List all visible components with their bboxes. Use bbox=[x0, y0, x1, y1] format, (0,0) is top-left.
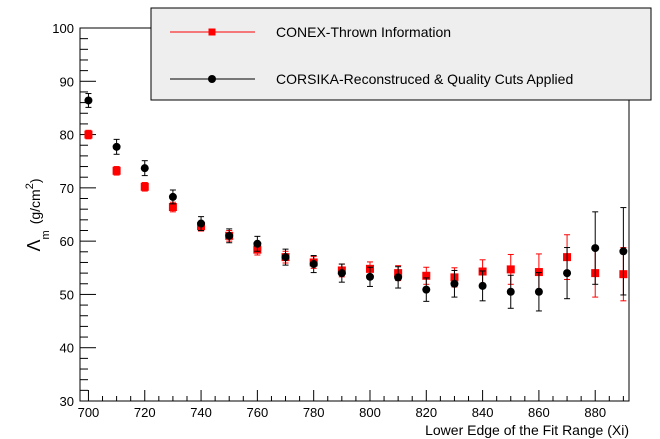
data-point-circle bbox=[225, 231, 234, 240]
x-tick-label: 700 bbox=[78, 405, 100, 420]
data-point-circle bbox=[337, 269, 346, 278]
data-point-circle bbox=[365, 272, 374, 281]
data-point-circle bbox=[197, 219, 206, 228]
axis-ticks bbox=[80, 27, 624, 402]
legend-marker-corsika bbox=[208, 75, 216, 83]
x-tick-label: 740 bbox=[190, 405, 212, 420]
x-tick-label: 720 bbox=[134, 405, 156, 420]
data-point-circle bbox=[140, 164, 149, 173]
data-point-square bbox=[506, 265, 515, 274]
data-point-circle bbox=[84, 96, 93, 105]
x-tick-label: 840 bbox=[472, 405, 494, 420]
tick-labels: 700 720 740 760 780 800 820 840 860 880 30 40 50 60 70… bbox=[52, 21, 606, 420]
y-axis-unit-close: ) bbox=[27, 179, 43, 184]
y-tick-label: 60 bbox=[60, 234, 74, 249]
legend-box bbox=[150, 7, 652, 101]
data-point-square bbox=[168, 203, 177, 212]
series-0 bbox=[84, 129, 628, 302]
y-tick-label: 70 bbox=[60, 181, 74, 196]
legend-label-corsika: CORSIKA-Reconstruced & Quality Cuts Appl… bbox=[276, 71, 573, 87]
data-point-circle bbox=[534, 287, 543, 296]
data-point-square bbox=[140, 182, 149, 191]
data-point-square bbox=[112, 166, 121, 175]
data-marks bbox=[84, 93, 628, 312]
data-point-square bbox=[84, 130, 93, 139]
data-point-circle bbox=[394, 273, 403, 282]
x-tick-label: 860 bbox=[528, 405, 550, 420]
y-axis-unit-open: (g/cm bbox=[27, 189, 43, 224]
y-tick-label: 30 bbox=[60, 394, 74, 409]
data-point-circle bbox=[619, 247, 628, 256]
data-point-circle bbox=[112, 142, 121, 151]
y-axis-subscript: m bbox=[40, 230, 52, 239]
data-point-circle bbox=[478, 281, 487, 290]
y-tick-label: 90 bbox=[60, 74, 74, 89]
series-1 bbox=[84, 93, 628, 312]
data-point-circle bbox=[281, 253, 290, 262]
y-tick-label: 40 bbox=[60, 341, 74, 356]
data-point-circle bbox=[506, 287, 515, 296]
x-tick-label: 880 bbox=[584, 405, 606, 420]
svg-text:Λm(g/cm2): Λm (g/cm2) bbox=[24, 179, 52, 252]
data-point-circle bbox=[168, 192, 177, 201]
x-tick-label: 760 bbox=[247, 405, 269, 420]
x-tick-label: 780 bbox=[303, 405, 325, 420]
data-point-circle bbox=[450, 279, 459, 288]
y-axis-symbol: Λ bbox=[24, 239, 44, 251]
data-point-circle bbox=[253, 239, 262, 248]
legend-marker-conex bbox=[208, 28, 216, 36]
data-point-circle bbox=[309, 260, 318, 269]
x-tick-label: 800 bbox=[359, 405, 381, 420]
y-tick-label: 80 bbox=[60, 128, 74, 143]
x-tick-label: 820 bbox=[415, 405, 437, 420]
data-point-circle bbox=[422, 285, 431, 294]
legend-label-conex: CONEX-Thrown Information bbox=[276, 24, 451, 40]
y-tick-label: 50 bbox=[60, 287, 74, 302]
data-point-square bbox=[534, 268, 543, 277]
legend: CONEX-Thrown Information CORSIKA-Reconst… bbox=[150, 7, 652, 101]
x-axis-title: Lower Edge of the Fit Range (Xi) bbox=[425, 422, 629, 438]
y-tick-label: 100 bbox=[52, 21, 74, 36]
y-axis-title: Λm (g/cm2) bbox=[24, 179, 52, 252]
data-point-circle bbox=[563, 269, 572, 278]
data-point-square bbox=[422, 271, 431, 280]
y-axis-unit-sup: 2 bbox=[24, 183, 36, 189]
data-point-circle bbox=[591, 244, 600, 253]
